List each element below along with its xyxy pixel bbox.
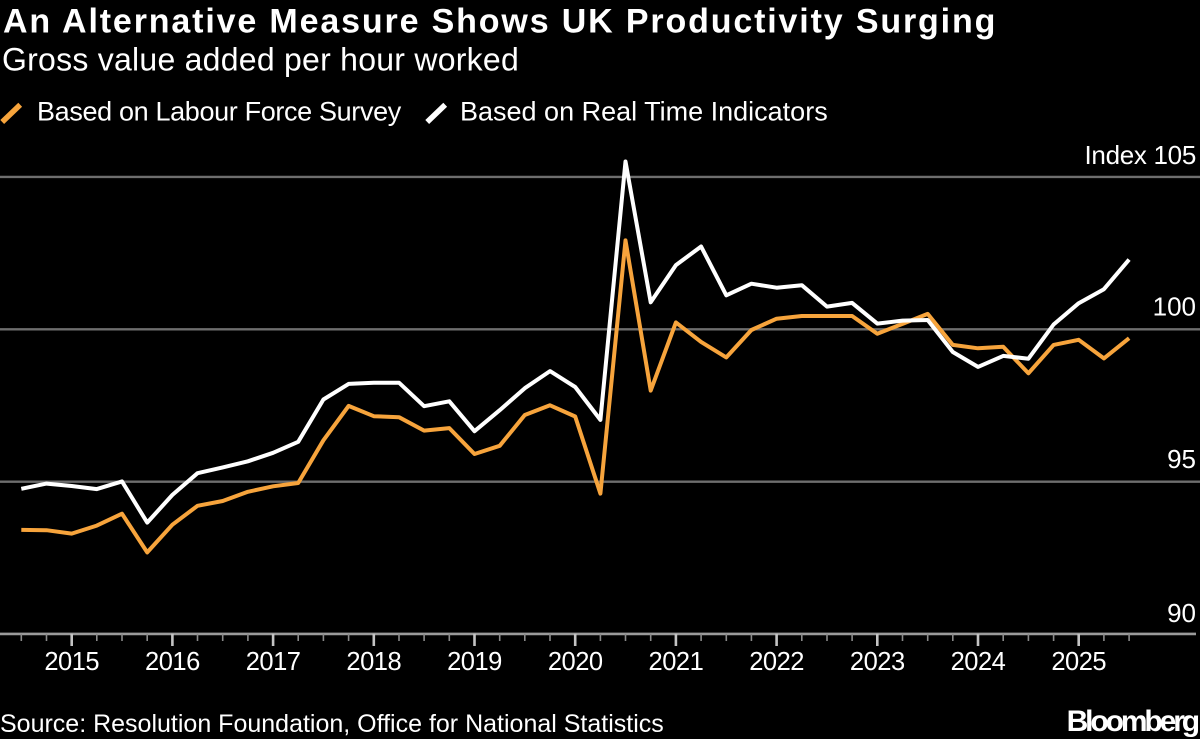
svg-text:95: 95 — [1167, 444, 1196, 474]
svg-text:2015: 2015 — [44, 648, 99, 676]
svg-text:2022: 2022 — [749, 648, 804, 676]
svg-text:2019: 2019 — [447, 648, 502, 676]
svg-text:2024: 2024 — [951, 648, 1006, 676]
svg-text:2025: 2025 — [1051, 648, 1106, 676]
svg-text:2020: 2020 — [548, 648, 603, 676]
svg-text:Based on Real Time Indicators: Based on Real Time Indicators — [460, 96, 828, 126]
svg-text:2023: 2023 — [850, 648, 905, 676]
svg-text:An Alternative Measure Shows U: An Alternative Measure Shows UK Producti… — [3, 2, 997, 40]
svg-text:90: 90 — [1167, 598, 1196, 628]
svg-text:2017: 2017 — [246, 648, 301, 676]
svg-text:100: 100 — [1153, 292, 1196, 322]
svg-text:Index 105: Index 105 — [1084, 140, 1196, 170]
svg-text:2016: 2016 — [145, 648, 200, 676]
svg-text:2018: 2018 — [346, 648, 401, 676]
svg-text:2021: 2021 — [649, 648, 704, 676]
svg-text:Bloomberg: Bloomberg — [1067, 705, 1199, 738]
svg-text:Gross value added per hour wor: Gross value added per hour worked — [2, 41, 519, 77]
svg-text:Source: Resolution Foundation,: Source: Resolution Foundation, Office fo… — [0, 710, 664, 738]
svg-text:Based on Labour Force Survey: Based on Labour Force Survey — [37, 96, 402, 126]
